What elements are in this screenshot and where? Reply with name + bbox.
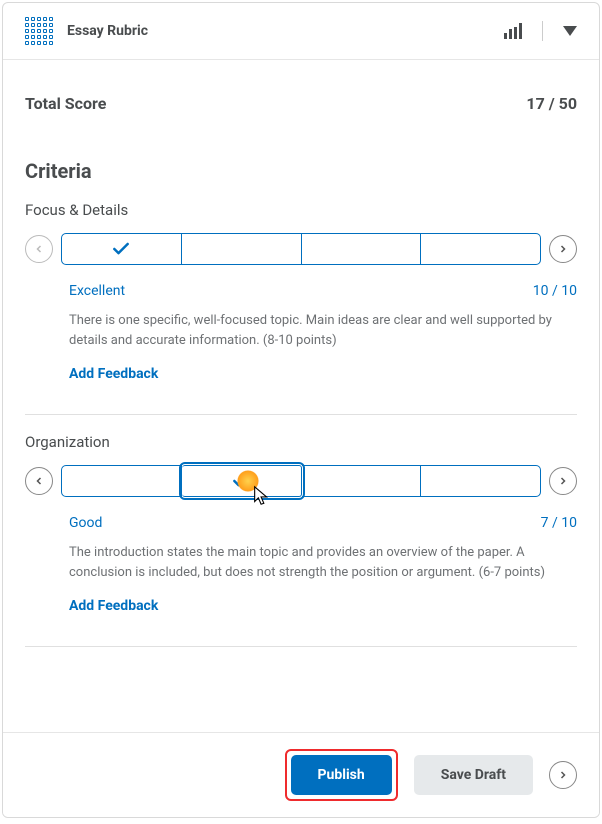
level-score: 10 / 10 xyxy=(533,283,577,299)
level-label: Good xyxy=(69,515,102,531)
criterion-divider xyxy=(25,414,577,415)
total-score-label: Total Score xyxy=(25,94,106,113)
footer-next-button[interactable] xyxy=(549,761,577,789)
stats-icon[interactable] xyxy=(504,23,522,39)
level-cell[interactable] xyxy=(302,465,422,497)
rubric-title: Essay Rubric xyxy=(67,23,504,39)
level-cell[interactable] xyxy=(421,465,541,497)
level-selector xyxy=(61,465,541,497)
footer-actions: Publish Save Draft xyxy=(3,732,599,817)
total-score-value: 17 / 50 xyxy=(526,94,577,113)
level-next-button[interactable] xyxy=(549,235,577,263)
level-cell[interactable] xyxy=(182,465,302,497)
level-cell[interactable] xyxy=(421,233,541,265)
add-feedback-button[interactable]: Add Feedback xyxy=(69,364,158,384)
level-selector xyxy=(61,233,541,265)
level-score: 7 / 10 xyxy=(541,515,577,531)
publish-button[interactable]: Publish xyxy=(291,755,392,795)
collapse-toggle-icon[interactable] xyxy=(563,26,577,36)
level-cell[interactable] xyxy=(61,233,182,265)
criterion-name: Focus & Details xyxy=(25,201,577,219)
criterion-name: Organization xyxy=(25,433,577,451)
level-next-button[interactable] xyxy=(549,467,577,495)
level-label: Excellent xyxy=(69,283,125,299)
checkmark-icon xyxy=(111,239,131,259)
checkmark-icon xyxy=(231,471,251,491)
level-cell[interactable] xyxy=(182,233,302,265)
level-cell[interactable] xyxy=(302,233,422,265)
criteria-heading: Criteria xyxy=(25,159,577,183)
level-cell[interactable] xyxy=(61,465,182,497)
criterion-block: Organization xyxy=(25,433,577,630)
rubric-grid-icon[interactable] xyxy=(25,17,53,45)
header-divider xyxy=(542,21,543,41)
save-draft-button[interactable]: Save Draft xyxy=(414,755,533,795)
total-score-row: Total Score 17 / 50 xyxy=(25,60,577,131)
rubric-header: Essay Rubric xyxy=(3,3,599,60)
criterion-block: Focus & Details xyxy=(25,201,577,398)
add-feedback-button[interactable]: Add Feedback xyxy=(69,596,158,616)
level-prev-button[interactable] xyxy=(25,235,53,263)
criterion-divider xyxy=(25,646,577,647)
level-prev-button[interactable] xyxy=(25,467,53,495)
level-description: The introduction states the main topic a… xyxy=(69,543,577,582)
level-description: There is one specific, well-focused topi… xyxy=(69,311,577,350)
tutorial-highlight: Publish xyxy=(285,749,398,801)
